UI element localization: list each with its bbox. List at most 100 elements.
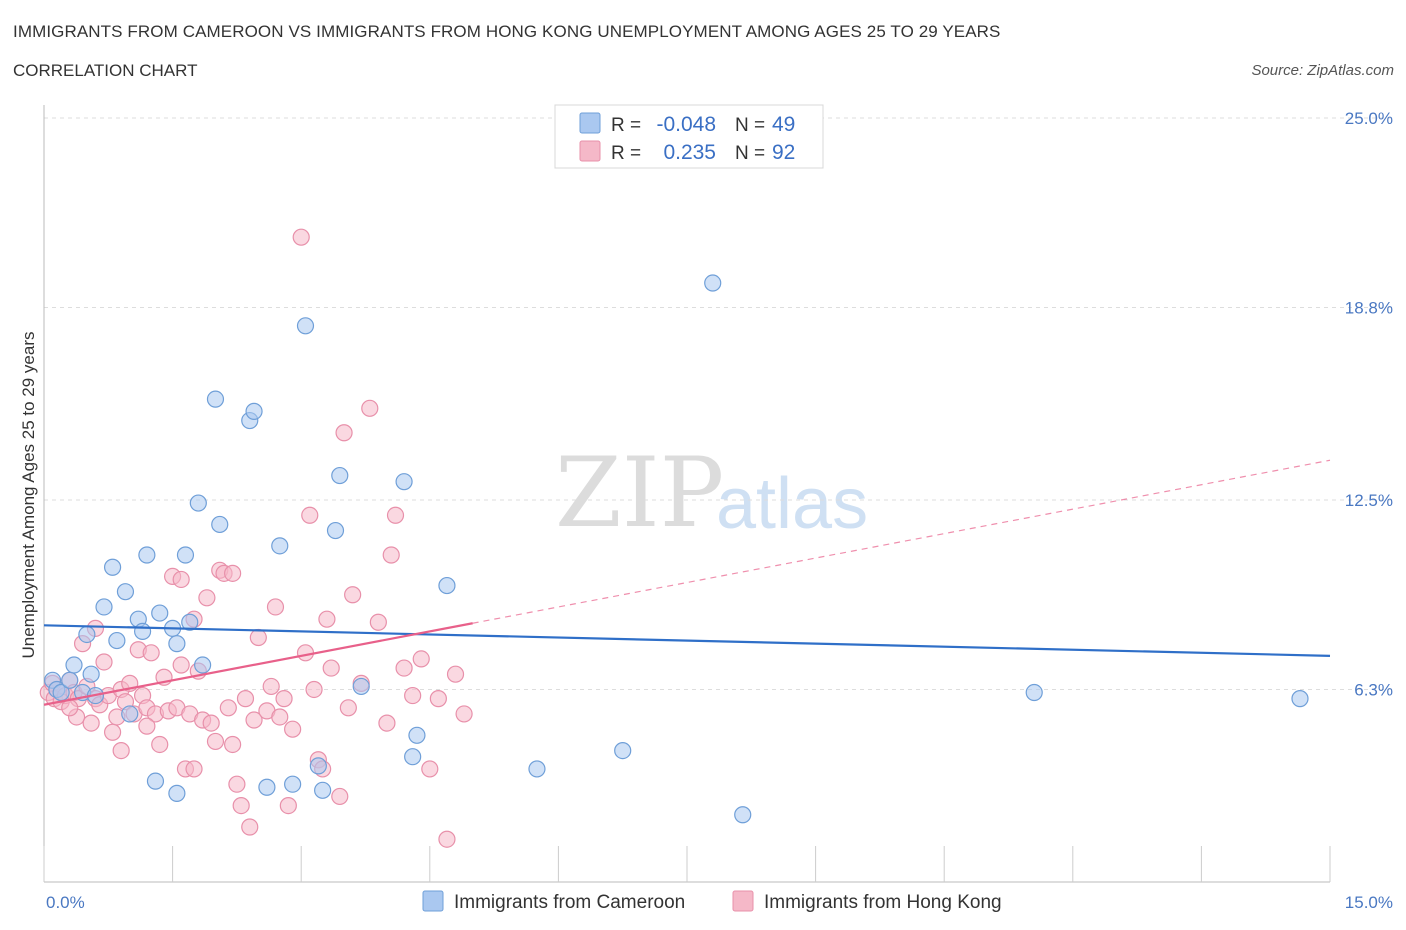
legend-n-value-hong-kong: 92	[772, 141, 795, 164]
data-point-hong-kong	[386, 506, 405, 524]
data-point-cameroon	[61, 671, 79, 689]
data-point-cameroon	[326, 521, 345, 540]
data-point-cameroon	[121, 705, 139, 723]
data-point-cameroon	[176, 546, 195, 564]
data-point-cameroon	[151, 604, 169, 622]
data-point-hong-kong	[198, 589, 216, 607]
data-point-cameroon	[704, 274, 722, 292]
legend-r-label-cameroon: R =	[611, 115, 641, 136]
y-tick-label: 25.0%	[1345, 109, 1393, 128]
data-point-cameroon	[168, 635, 186, 653]
x-tick-label-max: 15.0%	[1345, 893, 1393, 912]
data-point-cameroon	[116, 583, 135, 601]
watermark-atlas: atlas	[716, 464, 868, 544]
legend-n-value-cameroon: 49	[772, 113, 795, 136]
data-point-cameroon	[138, 546, 156, 564]
data-point-hong-kong	[142, 644, 160, 662]
data-point-hong-kong	[151, 735, 169, 754]
data-point-hong-kong	[335, 424, 353, 442]
data-point-hong-kong	[138, 717, 156, 735]
bottom-legend-swatch-hong-kong	[732, 890, 754, 912]
data-point-cameroon	[82, 665, 100, 683]
legend-swatch-hong-kong	[579, 140, 601, 162]
chart-title: IMMIGRANTS FROM CAMEROON VS IMMIGRANTS F…	[13, 22, 1001, 41]
data-point-hong-kong	[284, 720, 302, 738]
data-point-cameroon	[404, 748, 422, 766]
data-point-hong-kong	[429, 690, 447, 708]
data-point-hong-kong	[275, 690, 293, 708]
gridlines	[44, 117, 1392, 690]
data-point-hong-kong	[219, 699, 237, 717]
data-point-hong-kong	[322, 659, 340, 677]
data-point-cameroon	[133, 622, 152, 641]
data-point-hong-kong	[172, 656, 190, 674]
data-point-hong-kong	[202, 714, 220, 732]
x-tick-label-min: 0.0%	[46, 893, 85, 912]
data-point-hong-kong	[361, 399, 379, 417]
legend-r-label-hong-kong: R =	[611, 143, 641, 164]
data-point-hong-kong	[236, 690, 255, 708]
data-point-hong-kong	[378, 714, 396, 732]
data-point-cameroon	[528, 760, 546, 778]
y-tick-label: 6.3%	[1354, 680, 1393, 699]
data-point-cameroon	[194, 656, 212, 674]
data-point-cameroon	[352, 677, 370, 696]
data-point-hong-kong	[292, 228, 310, 246]
data-point-hong-kong	[224, 735, 242, 754]
trend-lines	[43, 459, 1331, 706]
data-point-cameroon	[438, 576, 456, 595]
trend-line-hong-kong-extension	[472, 459, 1331, 624]
data-point-cameroon	[78, 625, 96, 644]
data-point-hong-kong	[279, 796, 297, 815]
data-point-hong-kong	[61, 699, 79, 717]
trend-line-hong-kong	[43, 622, 473, 706]
legend-r-value-cameroon: -0.048	[656, 113, 716, 136]
trend-line-cameroon	[43, 624, 1331, 657]
data-point-hong-kong	[404, 686, 422, 705]
legend-box: R = -0.048 N = 49 R = 0.235 N = 92	[554, 104, 824, 169]
data-point-hong-kong	[224, 564, 242, 582]
data-point-cameroon	[395, 473, 413, 491]
data-point-cameroon	[296, 317, 315, 335]
bottom-legend-swatch-cameroon	[422, 890, 444, 912]
legend-n-label-hong-kong: N =	[735, 143, 765, 164]
watermark-zip: ZIP	[555, 437, 724, 549]
data-point-cameroon	[271, 537, 289, 555]
bottom-legend: Immigrants from Cameroon Immigrants from…	[422, 890, 1002, 913]
data-point-cameroon	[408, 726, 426, 744]
data-point-cameroon	[1025, 683, 1043, 702]
data-point-cameroon	[65, 656, 83, 674]
data-point-cameroon	[245, 402, 263, 420]
data-point-cameroon	[181, 613, 199, 631]
y-axis-label: Unemployment Among Ages 25 to 29 years	[19, 332, 38, 659]
data-point-cameroon	[309, 757, 327, 775]
data-point-hong-kong	[382, 546, 400, 564]
data-point-cameroon	[206, 390, 225, 408]
data-point-cameroon	[211, 515, 229, 534]
data-point-hong-kong	[172, 570, 190, 589]
data-point-hong-kong	[249, 628, 267, 647]
data-point-hong-kong	[395, 659, 413, 677]
data-point-cameroon	[331, 466, 349, 485]
data-point-cameroon	[103, 558, 122, 576]
y-tick-label: 12.5%	[1345, 491, 1393, 510]
x-ticks	[43, 846, 1331, 882]
data-point-cameroon	[189, 494, 207, 512]
data-point-hong-kong	[245, 711, 263, 729]
source-label: Source: ZipAtlas.com	[1251, 62, 1394, 79]
data-point-hong-kong	[339, 699, 357, 717]
data-point-cameroon	[95, 598, 113, 616]
data-point-cameroon	[258, 778, 276, 796]
data-point-cameroon	[734, 806, 752, 824]
data-point-cameroon	[614, 741, 632, 760]
data-point-hong-kong	[305, 680, 323, 699]
data-point-hong-kong	[112, 741, 130, 760]
data-point-hong-kong	[206, 732, 225, 751]
data-point-hong-kong	[455, 705, 473, 723]
legend-r-value-hong-kong: 0.235	[663, 141, 716, 164]
data-point-hong-kong	[438, 830, 456, 848]
data-point-hong-kong	[185, 760, 203, 778]
y-tick-labels: 6.3% 12.5% 18.8% 25.0%	[1345, 109, 1393, 699]
data-point-cameroon	[284, 775, 302, 793]
